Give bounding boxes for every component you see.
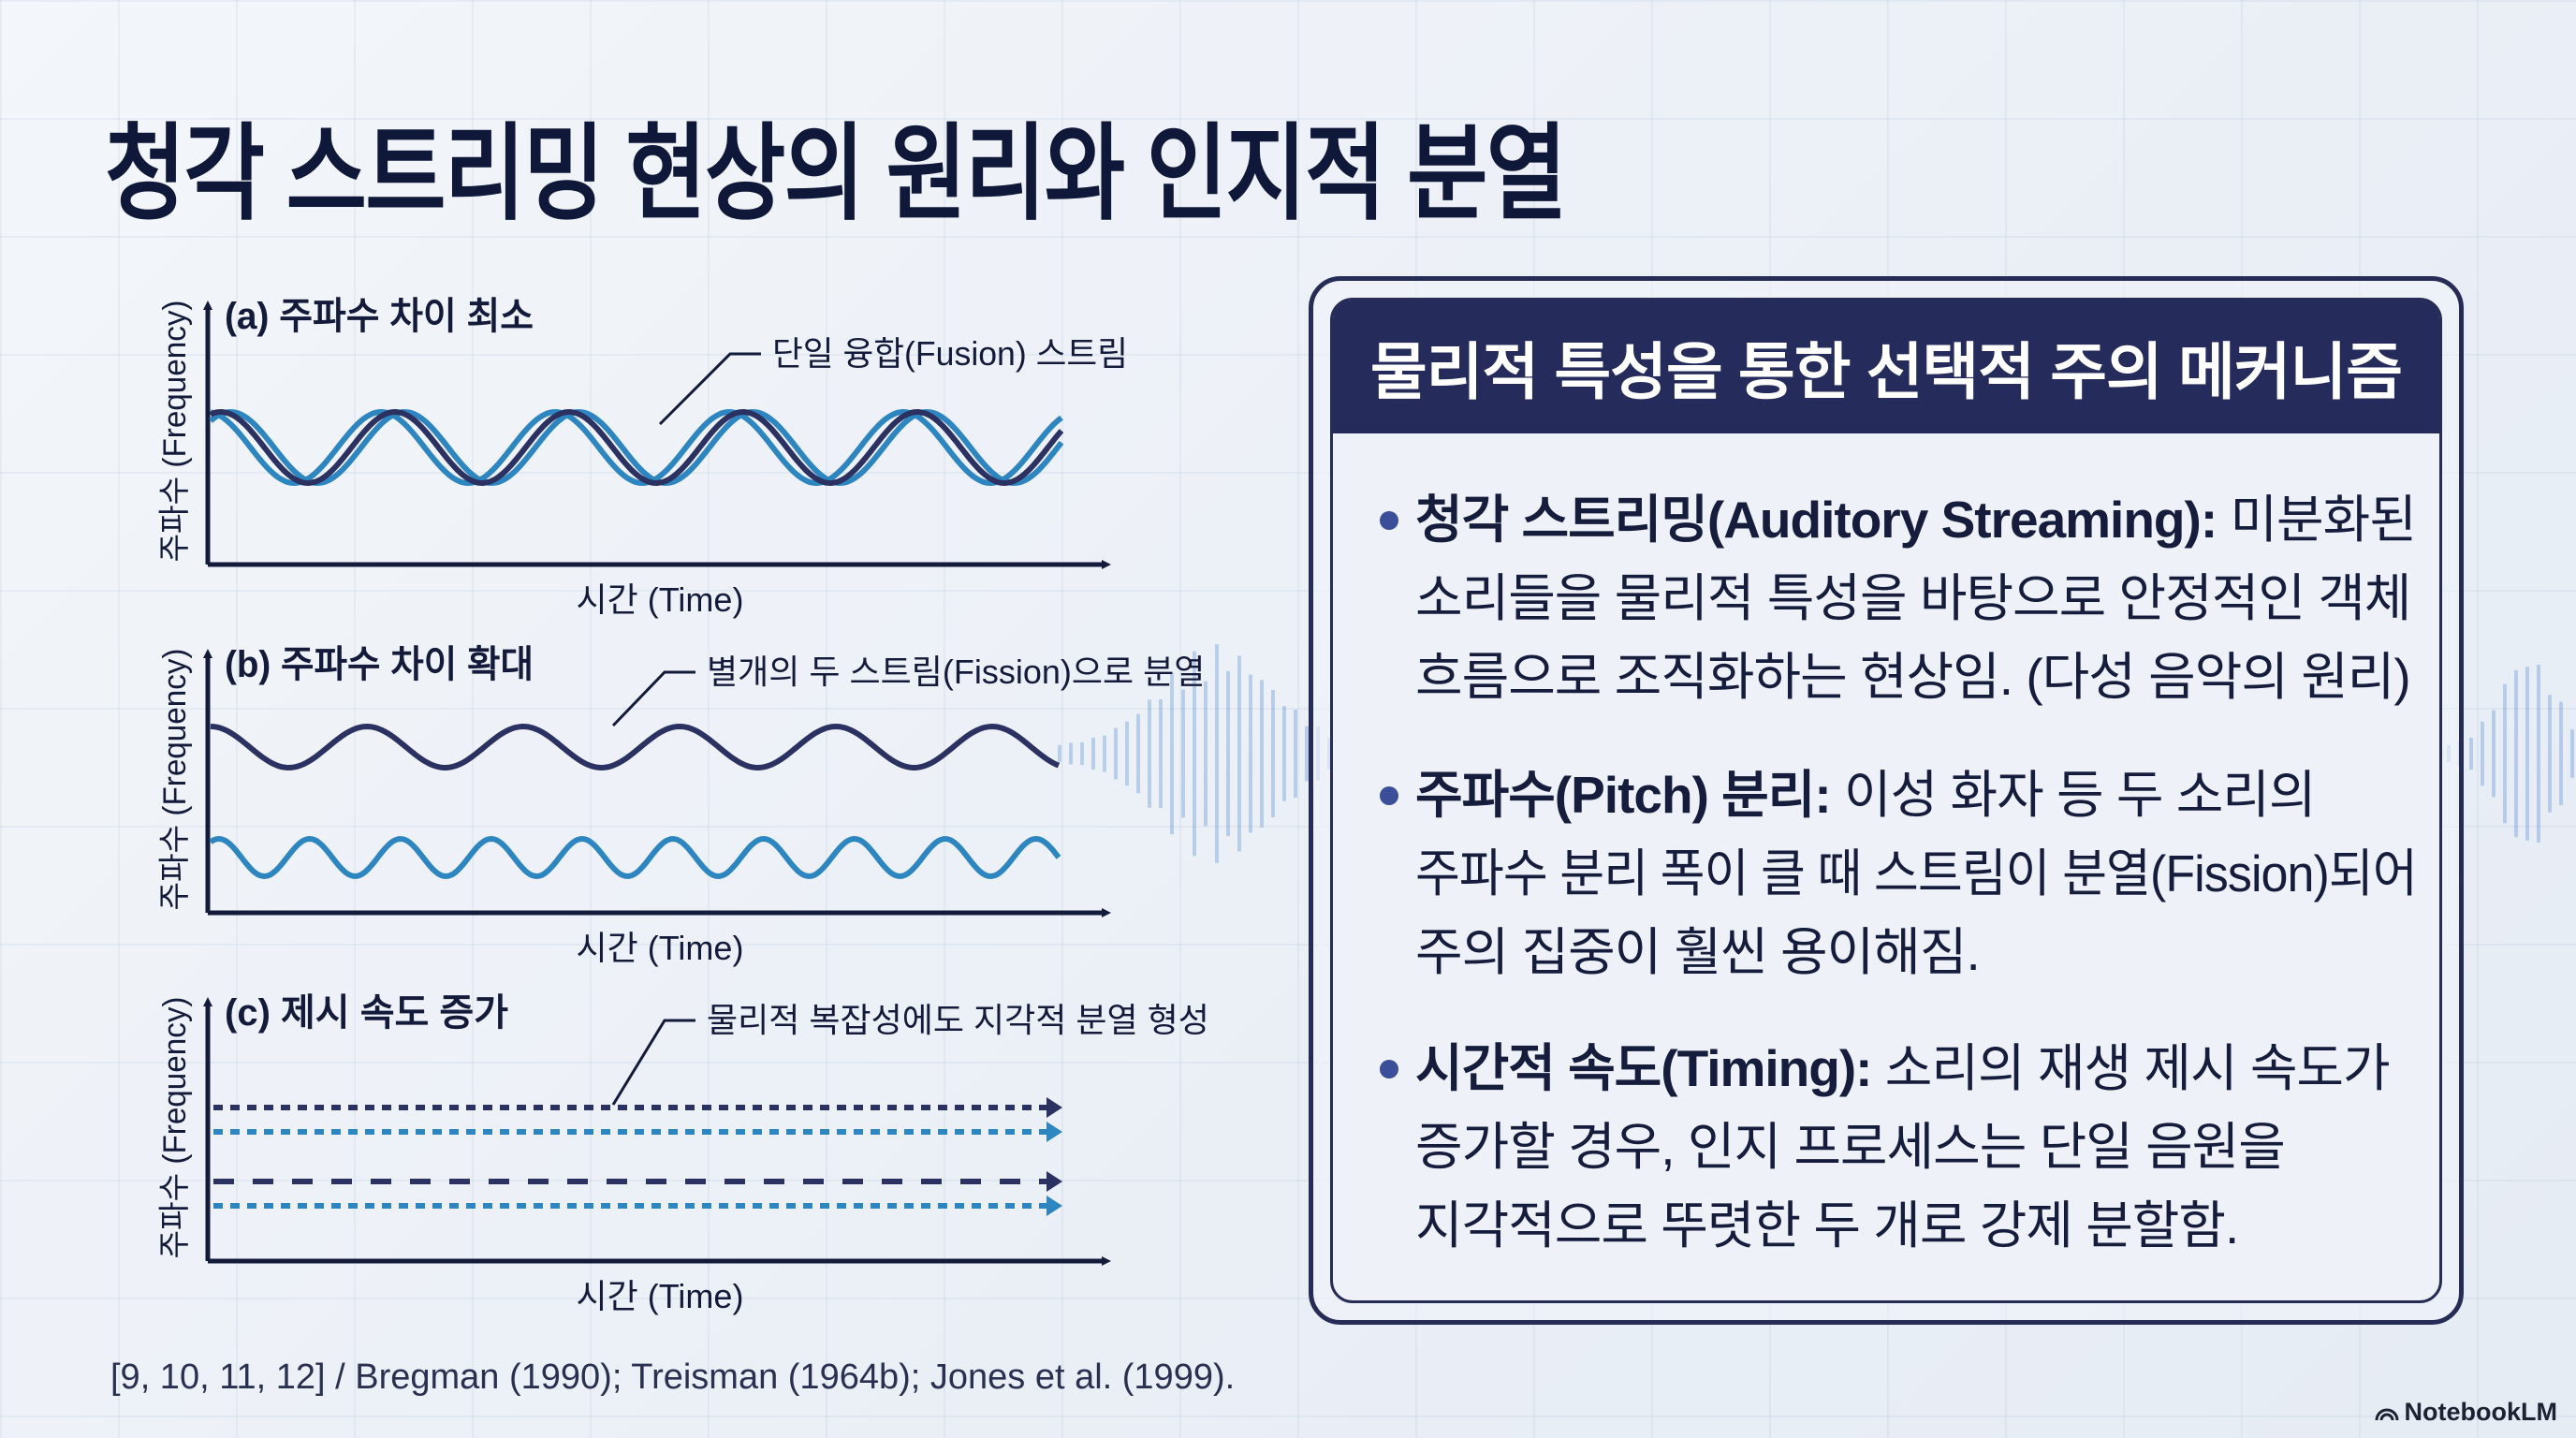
panel-b: (b) 주파수 차이 확대 주파수 (Frequency) 시간 (Time) 별개의… bbox=[157, 644, 1205, 967]
panel-label: (c) 제시 속도 증가 bbox=[225, 992, 508, 1034]
x-axis-label: 시간 (Time) bbox=[577, 1277, 744, 1315]
sound-wave-decoration bbox=[1058, 644, 2574, 863]
x-axis-label: 시간 (Time) bbox=[577, 929, 744, 967]
bullet-pitch-separation: 주파수(Pitch) 분리: 이성 화자 등 두 소리의 주파수 분리 폭이 클… bbox=[1380, 756, 2424, 991]
page-title: 청각 스트리밍 현상의 원리와 인지적 분열 bbox=[105, 115, 1567, 232]
wave-line-low bbox=[209, 835, 1061, 880]
bullet-line: 미분화된 bbox=[2217, 491, 2416, 549]
mechanism-header: 물리적 특성을 통한 선택적 주의 메커니즘 bbox=[1333, 301, 2439, 433]
annotation: 물리적 복잡성에도 지각적 분열 형성 bbox=[707, 1001, 1209, 1039]
notebooklm-icon bbox=[2375, 1408, 2399, 1420]
notebooklm-logo: NotebookLM bbox=[2375, 1398, 2557, 1427]
bullet-dot-icon bbox=[1380, 786, 1398, 805]
bullet-dot-icon bbox=[1380, 1060, 1398, 1078]
bullet-line: 지각적으로 뚜렷한 두 개로 강제 분할함. bbox=[1415, 1196, 2239, 1255]
panel-c: (c) 제시 속도 증가 주파수 (Frequency) 시간 (Time) 물리적 … bbox=[157, 992, 1209, 1315]
panel-a: (a) 주파수 차이 최소 주파수 (Frequency) 시간 (Time) 단일 … bbox=[157, 296, 1128, 619]
bullet-line: 증가할 경우, 인지 프로세스는 단일 음원을 bbox=[1415, 1118, 2286, 1176]
y-axis-label: 주파수 (Frequency) bbox=[157, 649, 193, 911]
x-axis-label: 시간 (Time) bbox=[577, 580, 744, 619]
wave-line bbox=[210, 408, 1063, 487]
annotation-leader bbox=[611, 1019, 695, 1106]
mechanism-header-text: 물리적 특성을 통한 선택적 주의 메커니즘 bbox=[1370, 337, 2403, 406]
annotation-leader bbox=[611, 670, 695, 727]
bullet-timing: 시간적 속도(Timing): 소리의 재생 제시 속도가 증가할 경우, 인지… bbox=[1380, 1029, 2424, 1265]
bullet-line: 주의 집중이 훨씬 용이해짐. bbox=[1415, 923, 1981, 981]
bullet-line: 소리들을 물리적 특성을 바탕으로 안정적인 객체 bbox=[1415, 569, 2411, 627]
bullet-line: 흐름으로 조직화하는 현상임. (다성 음악의 원리) bbox=[1415, 648, 2411, 706]
wave-line-high bbox=[210, 723, 1061, 771]
bullet-line: 이성 화자 등 두 소리의 bbox=[1830, 766, 2317, 824]
bullet-term: 청각 스트리밍(Auditory Streaming): bbox=[1415, 491, 2217, 549]
bullet-term: 주파수(Pitch) 분리: bbox=[1415, 766, 1832, 824]
y-axis-label: 주파수 (Frequency) bbox=[157, 997, 193, 1259]
bullet-line: 소리의 재생 제시 속도가 bbox=[1871, 1039, 2391, 1097]
stream-arrowhead bbox=[1046, 1097, 1062, 1118]
bullet-auditory-streaming: 청각 스트리밍(Auditory Streaming): 미분화된 소리들을 물… bbox=[1380, 480, 2424, 716]
annotation: 단일 융합(Fusion) 스트림 bbox=[772, 334, 1128, 373]
stream-arrowhead bbox=[1046, 1122, 1062, 1142]
panel-label: (b) 주파수 차이 확대 bbox=[225, 644, 534, 685]
annotation-leader bbox=[658, 352, 761, 426]
mechanism-panel: 물리적 특성을 통한 선택적 주의 메커니즘 청각 스트리밍(Auditory … bbox=[1309, 276, 2464, 1325]
wave-line bbox=[209, 408, 1064, 487]
bullet-term: 시간적 속도(Timing): bbox=[1415, 1039, 1872, 1097]
panel-label: (a) 주파수 차이 최소 bbox=[225, 296, 534, 337]
citation: [9, 10, 11, 12] / Bregman (1990); Treism… bbox=[110, 1357, 1236, 1397]
brand-name: NotebookLM bbox=[2404, 1398, 2557, 1426]
bullet-dot-icon bbox=[1380, 511, 1398, 530]
stream-arrowhead bbox=[1046, 1196, 1062, 1216]
stream-arrowhead bbox=[1046, 1171, 1062, 1192]
annotation: 별개의 두 스트림(Fission)으로 분열 bbox=[707, 653, 1205, 691]
y-axis-label: 주파수 (Frequency) bbox=[157, 301, 193, 563]
bullet-line: 주파수 분리 폭이 클 때 스트림이 분열(Fission)되어 bbox=[1415, 844, 2418, 902]
